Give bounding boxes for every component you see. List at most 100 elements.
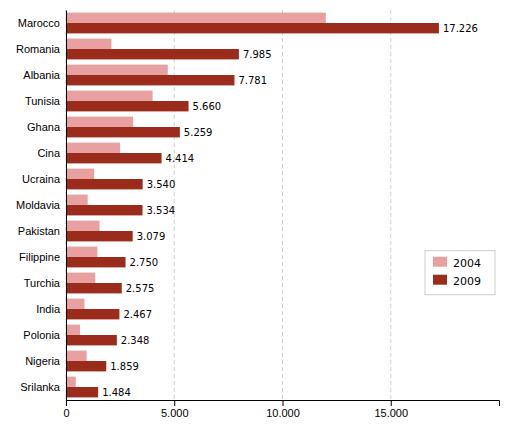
bar [66,153,162,163]
data-label: 2.348 [121,335,150,346]
x-axis-line [67,401,500,407]
bar [66,247,97,257]
x-tick: 15.000 [374,400,408,419]
y-tick-label: Polonia [23,329,61,341]
grid-line [282,10,283,400]
data-label: 3.079 [137,231,166,242]
y-tick: Ghana [27,121,66,133]
x-tick-mark [283,400,284,406]
bar [66,39,111,49]
y-tick-label: Ghana [27,121,61,133]
y-tick-label: Marocco [18,17,60,29]
y-tick-label: Romania [16,43,61,55]
bar [66,75,234,85]
data-labels: 17.2267.9857.7815.6605.2594.4143.5403.53… [102,23,478,398]
data-label: 7.985 [243,49,272,60]
bar [66,91,153,101]
bars [66,13,439,398]
bar [66,273,95,283]
bar [66,299,84,309]
y-tick: Cina [37,147,66,159]
data-label: 4.414 [166,153,195,164]
bar [66,283,122,293]
y-tick-label: Pakistan [18,225,60,237]
legend-frame [425,251,495,295]
data-label: 1.859 [110,361,139,372]
y-tick: Ucraina [22,173,66,185]
bar [66,309,119,319]
grid [66,10,391,400]
y-tick-label: Albania [23,69,61,81]
grid-line [390,10,391,400]
y-tick-label: Turchia [24,277,61,289]
x-tick: 5.000 [161,400,189,419]
x-tick: 10.000 [266,400,300,419]
bar [66,205,143,215]
bar [66,23,439,33]
bar [66,335,117,345]
data-label: 2.750 [130,257,159,268]
bar [66,195,88,205]
y-tick-label: Moldavia [16,199,61,211]
bar [66,325,80,335]
y-tick: Albania [23,69,66,81]
y-tick: Polonia [23,329,66,341]
data-label: 5.259 [184,127,213,138]
y-tick-label: Ucraina [22,173,61,185]
y-tick: Romania [16,43,66,55]
bar [66,351,87,361]
bar [66,257,126,267]
bar [66,117,133,127]
y-tick-label: Tunisia [25,95,61,107]
bar [66,13,326,23]
bar [66,127,180,137]
data-label: 2.575 [126,283,155,294]
data-label: 7.781 [238,75,267,86]
y-tick: Pakistan [18,225,66,237]
bar [66,143,120,153]
bar [66,169,94,179]
y-tick: India [36,303,66,315]
x-tick: 0 [63,400,69,419]
bar [66,101,189,111]
chart: 0 5.000 10.000 15.000 Marocco Romania Albania T… [0,0,515,428]
data-label: 3.540 [147,179,176,190]
x-axis: 0 5.000 10.000 15.000 [63,400,499,419]
data-label: 2.467 [123,309,152,320]
y-tick-label: Cina [37,147,61,159]
legend: 2004 2009 [425,251,495,295]
y-tick-label: Filippine [19,251,60,263]
legend-label: 2009 [453,275,481,288]
legend-label: 2004 [453,257,481,270]
y-tick: Marocco [18,17,66,29]
legend-swatch [433,257,447,267]
bar [66,49,239,59]
x-tick-label: 10.000 [266,407,300,419]
y-axis-line [66,11,67,401]
bar [66,377,76,387]
bar [66,65,168,75]
bar [66,231,133,241]
x-tick-label: 5.000 [161,407,189,419]
y-tick: Nigeria [25,355,66,367]
x-tick-label: 0 [63,407,69,419]
y-tick-label: India [36,303,61,315]
bar [66,179,143,189]
x-tick-mark [66,400,67,406]
plot: 0 5.000 10.000 15.000 Marocco Romania Albania T… [16,10,500,419]
bar [66,387,98,397]
x-tick-mark [174,400,175,406]
bar [66,221,100,231]
x-tick-label: 15.000 [374,407,408,419]
y-tick-label: Srilanka [20,381,61,393]
bar [66,361,106,371]
y-tick: Filippine [19,251,66,263]
legend-item: 2009 [433,275,481,288]
y-tick: Srilanka [20,381,66,393]
data-label: 5.660 [193,101,222,112]
y-tick-label: Nigeria [25,355,61,367]
data-label: 17.226 [443,23,478,34]
y-tick: Moldavia [16,199,66,211]
y-axis: Marocco Romania Albania Tunisia Ghana Cina Ucr… [16,11,67,401]
x-tick-mark [391,400,392,406]
